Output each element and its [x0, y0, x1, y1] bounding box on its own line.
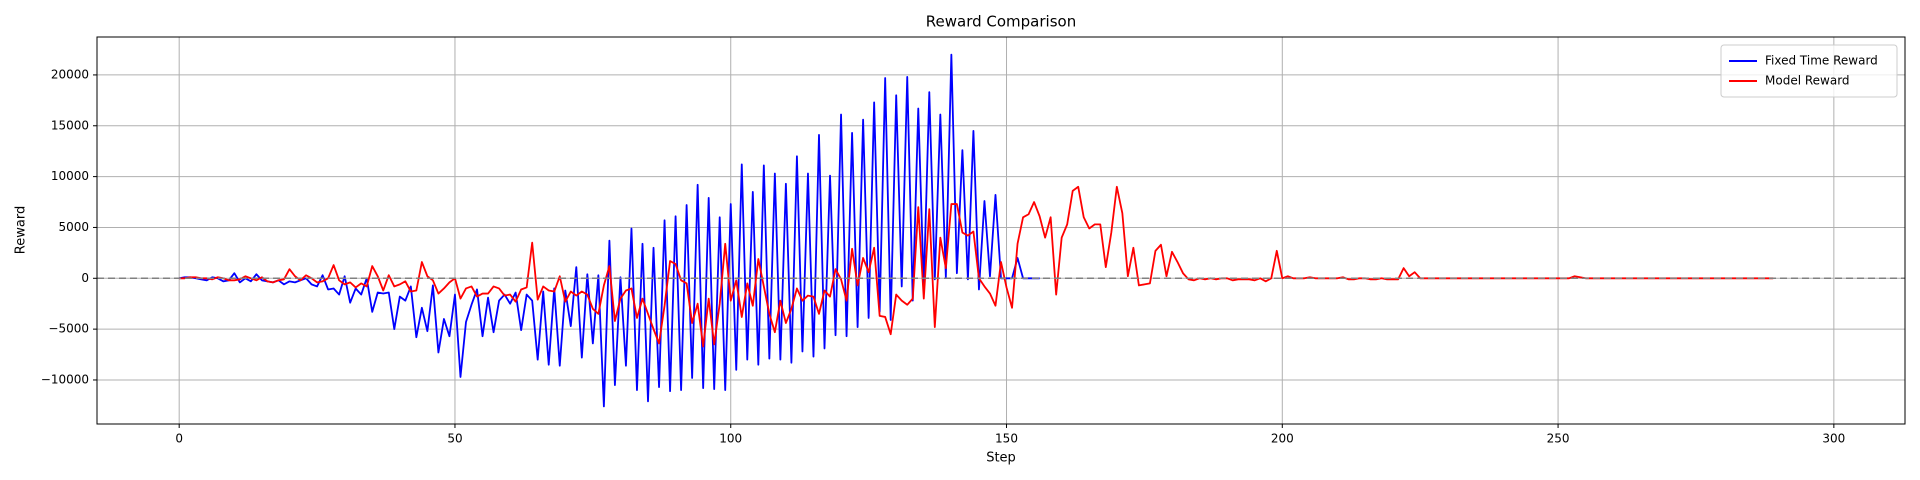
line-series — [179, 53, 1040, 408]
y-tick-label: −5000 — [48, 322, 89, 336]
y-tick-label: 15000 — [51, 118, 89, 132]
legend: Fixed Time Reward Model Reward — [1720, 44, 1898, 98]
x-tick-label: 200 — [1271, 432, 1294, 446]
plot-frame — [96, 36, 1906, 425]
legend-label: Model Reward — [1765, 74, 1850, 88]
legend-box — [1720, 44, 1898, 98]
y-tick-label: 5000 — [58, 220, 89, 234]
x-tick-label: 150 — [995, 432, 1018, 446]
x-tick-label: 50 — [447, 432, 462, 446]
x-tick-label: 300 — [1822, 432, 1845, 446]
x-tick-label: 0 — [175, 432, 183, 446]
x-tick-label: 100 — [719, 432, 742, 446]
chart-title: Reward Comparison — [926, 13, 1076, 31]
y-tick-label: 0 — [81, 271, 89, 285]
legend-label: Fixed Time Reward — [1765, 54, 1878, 68]
x-axis-label: Step — [986, 451, 1016, 466]
y-axis-label: Reward — [14, 206, 29, 254]
x-tick-label: 250 — [1547, 432, 1570, 446]
y-tick-label: −10000 — [41, 372, 89, 386]
y-tick-label: 10000 — [51, 169, 89, 183]
y-tick-label: 20000 — [51, 67, 89, 81]
